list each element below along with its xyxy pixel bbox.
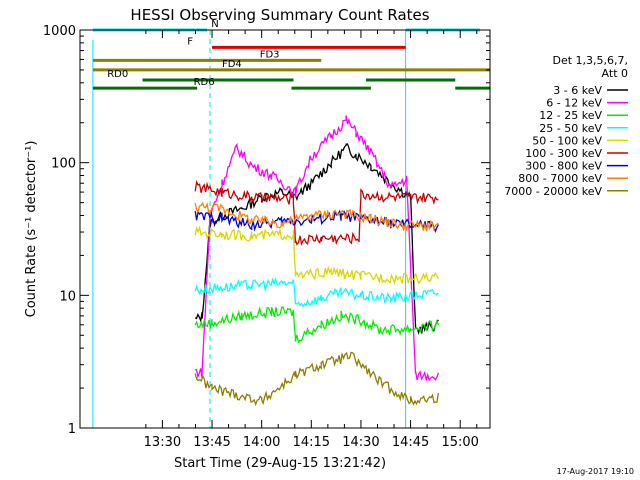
x-tick-label: 14:30 bbox=[342, 435, 379, 450]
flag-label-rd6: RD6 bbox=[194, 77, 215, 88]
legend-entry-label: 800 - 7000 keV bbox=[518, 172, 602, 185]
series-line bbox=[194, 179, 439, 247]
flag-label-n: N bbox=[211, 19, 218, 30]
flag-label-fd4: FD4 bbox=[222, 59, 242, 70]
legend-header-line-1: Det 1,3,5,6,7, bbox=[552, 54, 628, 67]
y-axis-label: Count Rate (s⁻¹ detector⁻¹) bbox=[24, 141, 39, 318]
legend-entry-label: 3 - 6 keV bbox=[553, 84, 602, 97]
series-line bbox=[194, 225, 439, 286]
legend-entry-label: 7000 - 20000 keV bbox=[504, 185, 602, 198]
legend-entry-label: 12 - 25 keV bbox=[539, 109, 602, 122]
x-tick-label: 14:15 bbox=[293, 435, 330, 450]
x-tick-label: 13:30 bbox=[144, 435, 181, 450]
series-line bbox=[195, 115, 440, 383]
x-axis-label: Start Time (29-Aug-15 13:21:42) bbox=[174, 456, 386, 471]
x-tick-label: 13:45 bbox=[193, 435, 230, 450]
legend-entry-label: 50 - 100 keV bbox=[532, 134, 602, 147]
series-line bbox=[194, 209, 439, 233]
chart-title: HESSI Observing Summary Count Rates bbox=[130, 6, 429, 24]
series-line bbox=[194, 351, 440, 407]
legend-entry-label: 25 - 50 keV bbox=[539, 122, 602, 135]
series-line bbox=[194, 276, 439, 308]
series-line bbox=[194, 306, 440, 344]
legend-entry-label: 300 - 800 keV bbox=[525, 160, 602, 173]
x-tick-label: 14:00 bbox=[243, 435, 280, 450]
series-line bbox=[194, 143, 439, 335]
series-line bbox=[194, 201, 439, 233]
x-tick-label: 15:00 bbox=[441, 435, 478, 450]
y-tick-label: 100 bbox=[51, 157, 76, 172]
y-tick-label: 1 bbox=[68, 422, 76, 437]
flag-label-f: F bbox=[187, 36, 193, 47]
flag-label-rd0: RD0 bbox=[107, 69, 128, 80]
y-tick-label: 10 bbox=[59, 289, 76, 304]
plot-frame bbox=[79, 29, 491, 429]
legend-header-line-2: Att 0 bbox=[602, 67, 628, 80]
y-tick-label: 1000 bbox=[43, 24, 76, 39]
legend-entry-label: 6 - 12 keV bbox=[546, 97, 602, 110]
flag-label-fd3: FD3 bbox=[260, 49, 280, 60]
legend-entry-label: 100 - 300 keV bbox=[525, 147, 602, 160]
x-tick-label: 14:45 bbox=[392, 435, 429, 450]
footer-timestamp: 17-Aug-2017 19:10 bbox=[557, 467, 634, 476]
